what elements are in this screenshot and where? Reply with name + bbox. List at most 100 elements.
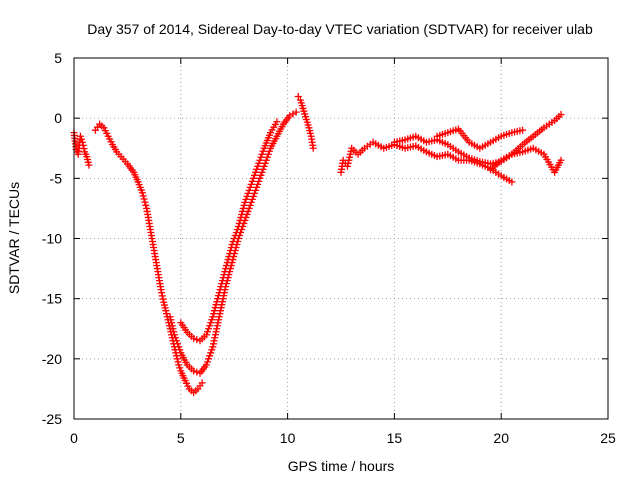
data-point [256,156,264,164]
data-point [245,204,253,212]
data-point [246,183,254,191]
data-point [174,340,182,348]
data-point [241,198,249,206]
data-point [229,238,237,246]
data-point [346,153,354,161]
data-point [167,316,175,324]
data-point [237,213,245,221]
data-point [158,292,166,300]
data-point [174,358,182,366]
data-point [262,156,270,164]
x-axis-label: GPS time / hours [288,458,395,474]
data-point [218,277,226,285]
data-point [292,108,300,116]
data-point [190,367,198,375]
x-tick-label: 0 [70,430,78,446]
data-point [173,337,181,345]
x-tick-label: 25 [600,430,616,446]
data-point [142,201,150,209]
data-point [190,334,198,342]
data-point [141,198,149,206]
data-point [173,355,181,363]
data-point [209,313,217,321]
y-tick-label: -10 [42,231,62,247]
data-point [80,145,88,153]
data-point [345,156,353,164]
data-point [206,352,214,360]
data-point [252,168,260,176]
x-tick-label: 10 [280,430,296,446]
data-point [176,364,184,372]
tick-layer: 0 5 10 15 20 25 5 0 -5 -10 -15 -20 -25 [42,50,616,446]
data-point [198,379,206,387]
data-point [238,210,246,218]
data-point [243,192,251,200]
data-point [193,368,201,376]
data-point [140,195,148,203]
data-point [221,268,229,276]
data-point [226,250,234,258]
data-point [255,177,263,185]
data-point [213,298,221,306]
data-point [222,265,230,273]
data-point [557,111,565,119]
data-point [205,355,213,363]
data-point [210,310,218,318]
data-point [176,346,184,354]
data-point [202,331,210,339]
data-point [248,195,256,203]
data-point [158,289,166,297]
data-point [254,162,262,170]
data-point [224,256,232,264]
data-point [162,307,170,315]
data-point [239,204,247,212]
data-point [309,144,317,152]
data-point [168,319,176,327]
data-point [257,171,265,179]
data-point [215,289,223,297]
data-point [76,132,84,140]
data-point [212,301,220,309]
data-point [175,343,183,351]
data-layer [70,93,565,397]
data-point [202,361,210,369]
data-point [255,159,263,167]
data-point [273,118,281,126]
data-point [211,304,219,312]
data-point [346,150,354,158]
y-tick-label: -5 [50,170,63,186]
data-point [265,147,273,155]
y-tick-label: -25 [42,411,62,427]
data-point [214,292,222,300]
data-point [235,219,243,227]
data-point [226,247,234,255]
data-point [207,349,215,357]
data-point [264,150,272,158]
data-point [230,235,238,242]
data-point [163,310,171,318]
data-point [344,159,352,167]
data-point [244,189,252,197]
y-tick-label: 0 [54,110,62,126]
data-point [214,295,222,303]
data-point [245,186,253,194]
data-point [236,216,244,224]
data-point [217,283,225,291]
data-point [258,150,266,158]
data-point [246,201,254,209]
y-tick-label: 5 [54,50,62,66]
data-point [247,180,255,188]
data-point [343,162,351,170]
data-point [210,307,218,315]
data-point [254,180,262,188]
data-point [260,162,268,170]
data-point [208,316,216,324]
data-point [206,322,214,330]
data-point [249,192,257,200]
data-point [234,222,242,230]
x-tick-label: 5 [177,430,185,446]
data-point [240,201,248,209]
series-arc-8 [433,125,527,152]
data-point [519,126,527,134]
chart-title: Day 357 of 2014, Sidereal Day-to-day VTE… [87,21,593,37]
